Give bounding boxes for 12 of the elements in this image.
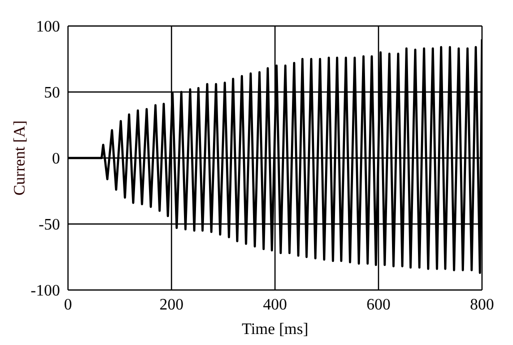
x-tick-label: 200: [160, 296, 184, 314]
y-axis-title: Current [A]: [12, 120, 28, 196]
y-tick-label: -50: [38, 216, 60, 234]
x-tick-label: 800: [470, 296, 494, 314]
y-tick-label: 0: [52, 150, 60, 168]
y-tick-label: 50: [44, 84, 60, 102]
x-tick-label: 600: [366, 296, 390, 314]
x-axis-title: Time [ms]: [242, 321, 308, 338]
x-tick-label: 0: [64, 296, 72, 314]
x-tick-label: 400: [263, 296, 287, 314]
y-tick-label: 100: [36, 18, 60, 36]
y-tick-label: -100: [30, 282, 60, 300]
